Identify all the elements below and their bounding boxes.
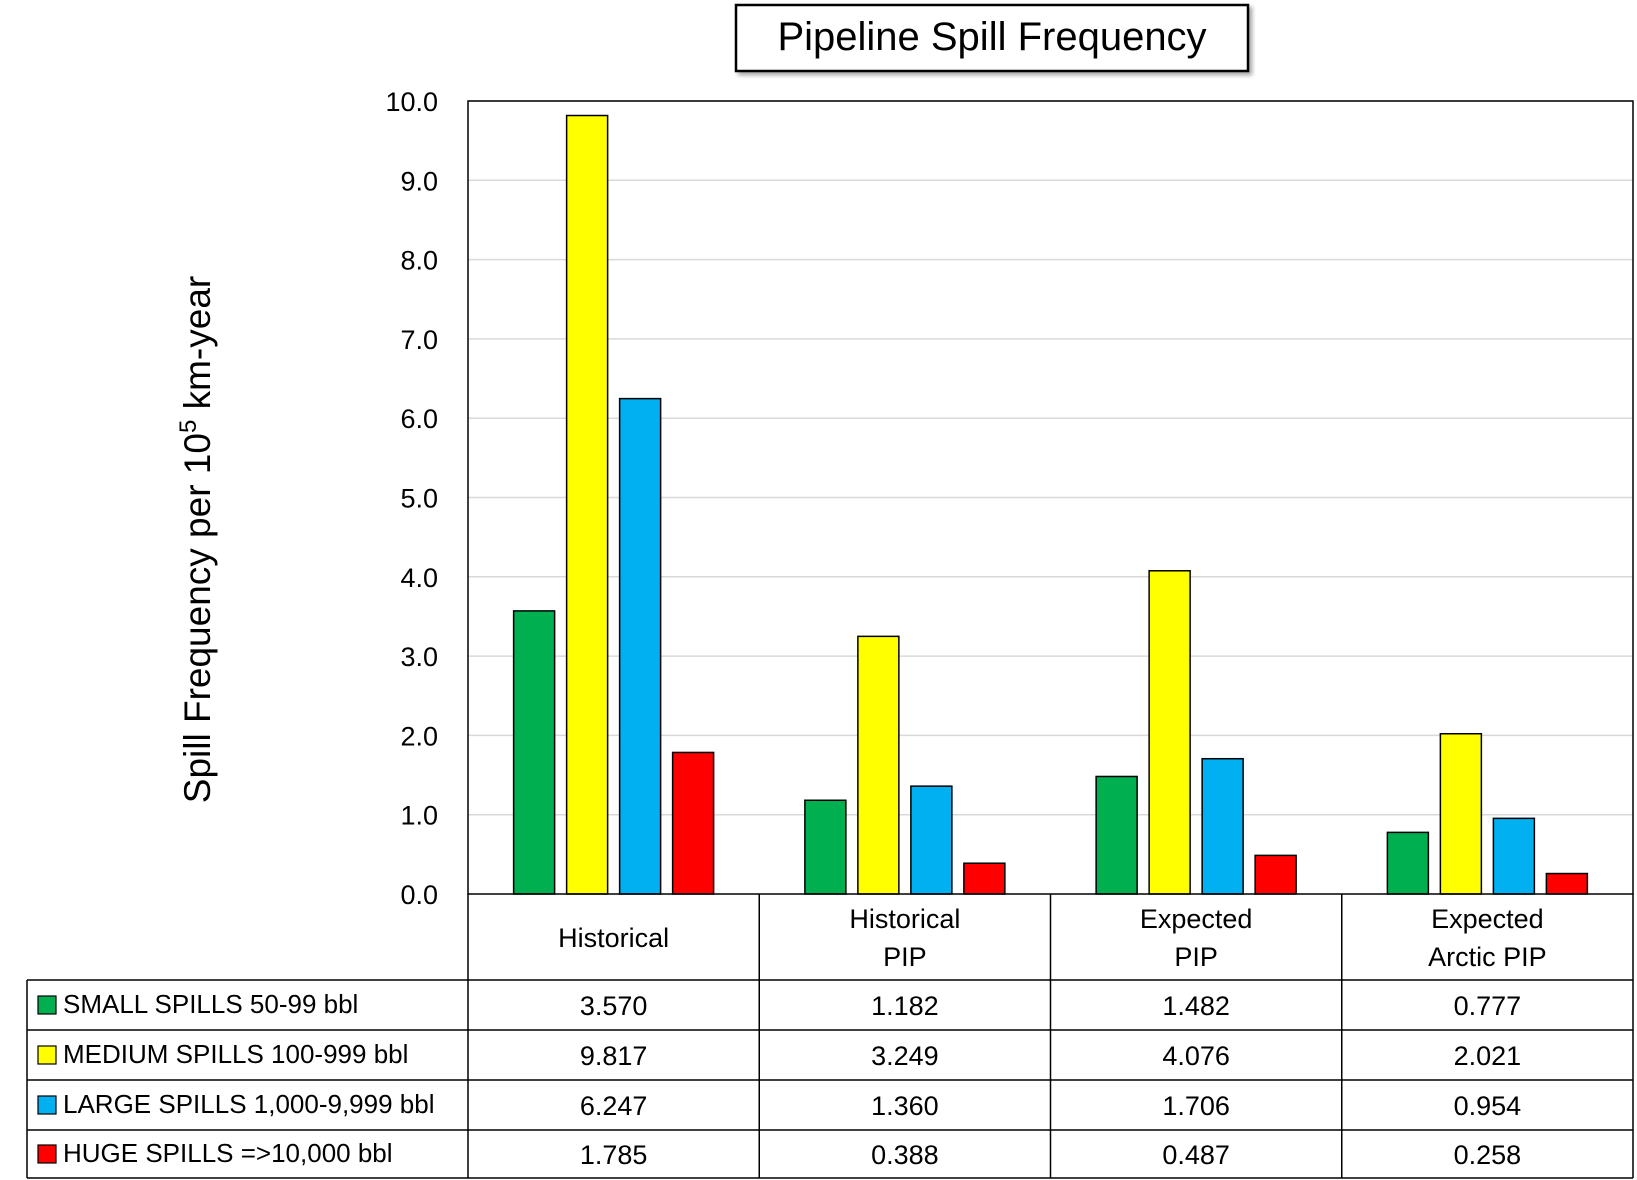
bar — [1545, 872, 1589, 895]
y-tick-label: 0.0 — [400, 880, 438, 910]
bar — [671, 751, 715, 895]
category-label: PIP — [883, 942, 927, 972]
bar — [1148, 570, 1191, 895]
bar — [1492, 817, 1536, 895]
data-table: Historical Historical PIP Expected PIP Expect… — [26, 894, 1634, 1179]
legend-key — [37, 1045, 57, 1065]
data-label: 1.706 — [1162, 1091, 1230, 1121]
data-label: 4.076 — [1162, 1041, 1230, 1071]
data-label: 0.777 — [1454, 991, 1522, 1021]
y-tick-label: 9.0 — [400, 166, 438, 196]
data-label: 9.817 — [580, 1041, 648, 1071]
y-axis: 0.0 1.0 2.0 3.0 4.0 5.0 6.0 7.0 8.0 9.0 10.0 Spill … — [175, 87, 438, 910]
legend-key — [37, 995, 57, 1015]
legend-label: LARGE SPILLS 1,000-9,999 bbl — [63, 1089, 434, 1119]
bar — [910, 785, 953, 895]
category-label: Expected — [1431, 904, 1544, 934]
y-tick-label: 3.0 — [400, 642, 438, 672]
bar — [618, 397, 662, 895]
legend-label: HUGE SPILLS =>10,000 bbl — [63, 1138, 393, 1168]
chart-title: Pipeline Spill Frequency — [777, 15, 1206, 59]
data-label: 0.258 — [1454, 1140, 1522, 1170]
category-label: PIP — [1174, 942, 1218, 972]
bar — [1254, 854, 1297, 895]
data-label: 1.785 — [580, 1140, 648, 1170]
category-label: Arctic PIP — [1428, 942, 1547, 972]
bar — [963, 862, 1006, 895]
data-label: 0.487 — [1162, 1140, 1230, 1170]
y-tick-label: 6.0 — [400, 404, 438, 434]
bar — [1201, 757, 1244, 895]
legend-key — [37, 1144, 57, 1164]
chart-title-box: Pipeline Spill Frequency — [734, 3, 1250, 73]
data-label: 1.360 — [871, 1091, 939, 1121]
y-tick-label: 4.0 — [400, 563, 438, 593]
data-label: 6.247 — [580, 1091, 648, 1121]
legend-label: SMALL SPILLS 50-99 bbl — [63, 989, 358, 1019]
data-label: 2.021 — [1454, 1041, 1522, 1071]
category-label: Historical — [558, 923, 669, 953]
category-label: Historical — [849, 904, 960, 934]
bar — [1386, 831, 1430, 895]
data-label: 3.570 — [580, 991, 648, 1021]
y-tick-label: 2.0 — [400, 721, 438, 751]
category-label: Expected — [1140, 904, 1253, 934]
legend-key — [37, 1095, 57, 1115]
bar — [512, 610, 556, 895]
y-axis-title: Spill Frequency per 105 km-year — [175, 276, 218, 803]
legend-label: MEDIUM SPILLS 100-999 bbl — [63, 1039, 408, 1069]
data-label: 1.182 — [871, 991, 939, 1021]
y-tick-label: 8.0 — [400, 246, 438, 276]
y-tick-label: 5.0 — [400, 484, 438, 514]
bar — [565, 114, 609, 895]
data-label: 3.249 — [871, 1041, 939, 1071]
data-label: 0.954 — [1454, 1091, 1522, 1121]
y-tick-label: 10.0 — [385, 87, 438, 117]
bar — [1095, 775, 1138, 895]
data-label: 0.388 — [871, 1140, 939, 1170]
bar — [804, 799, 847, 895]
chart-title-frame — [734, 3, 1250, 73]
bar — [1439, 732, 1483, 895]
bar — [857, 635, 900, 895]
y-tick-label: 7.0 — [400, 325, 438, 355]
data-label: 1.482 — [1162, 991, 1230, 1021]
bars — [512, 114, 1589, 895]
y-tick-label: 1.0 — [400, 801, 438, 831]
